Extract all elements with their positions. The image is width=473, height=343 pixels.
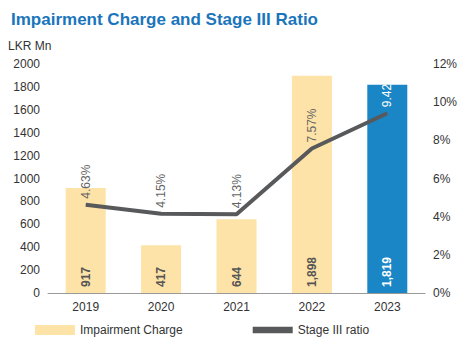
svg-text:644: 644	[230, 267, 244, 287]
svg-text:1600: 1600	[13, 103, 40, 117]
svg-text:4.13%: 4.13%	[230, 174, 244, 208]
svg-text:2023: 2023	[374, 300, 401, 314]
svg-text:Stage III ratio: Stage III ratio	[298, 323, 370, 337]
svg-text:Impairment Charge: Impairment Charge	[80, 323, 183, 337]
svg-text:8%: 8%	[433, 133, 451, 147]
svg-text:800: 800	[20, 194, 40, 208]
svg-text:2%: 2%	[433, 248, 451, 262]
svg-text:4.63%: 4.63%	[79, 164, 93, 198]
svg-text:417: 417	[154, 267, 168, 287]
svg-text:2021: 2021	[223, 300, 250, 314]
svg-text:917: 917	[79, 267, 93, 287]
svg-text:0%: 0%	[433, 286, 451, 300]
svg-text:1,819: 1,819	[380, 257, 394, 287]
svg-text:1,898: 1,898	[305, 257, 319, 287]
svg-text:1800: 1800	[13, 80, 40, 94]
svg-text:4.15%: 4.15%	[154, 173, 168, 207]
svg-text:12%: 12%	[433, 57, 457, 71]
svg-text:1400: 1400	[13, 126, 40, 140]
svg-text:2019: 2019	[72, 300, 99, 314]
svg-text:6%: 6%	[433, 172, 451, 186]
svg-text:1200: 1200	[13, 149, 40, 163]
svg-text:7.57%: 7.57%	[305, 108, 319, 142]
svg-text:0: 0	[33, 286, 40, 300]
svg-text:4%: 4%	[433, 210, 451, 224]
svg-text:2020: 2020	[148, 300, 175, 314]
svg-text:9.42%: 9.42%	[380, 73, 394, 107]
svg-text:2022: 2022	[299, 300, 326, 314]
svg-text:600: 600	[20, 217, 40, 231]
svg-text:10%: 10%	[433, 95, 457, 109]
svg-text:LKR Mn: LKR Mn	[8, 39, 51, 53]
svg-text:400: 400	[20, 240, 40, 254]
svg-text:Impairment Charge and Stage II: Impairment Charge and Stage III Ratio	[11, 10, 318, 29]
svg-text:1000: 1000	[13, 172, 40, 186]
svg-text:200: 200	[20, 263, 40, 277]
svg-text:2000: 2000	[13, 57, 40, 71]
